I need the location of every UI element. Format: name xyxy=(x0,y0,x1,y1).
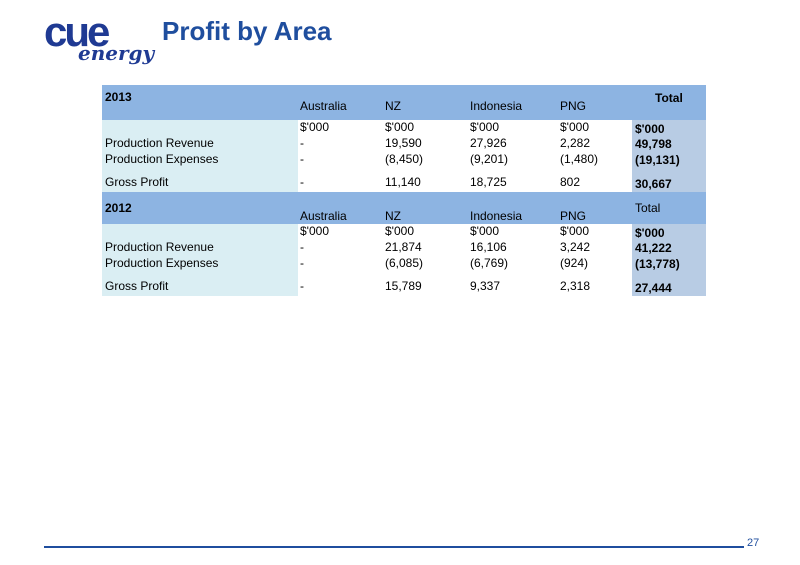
cell-indonesia: 9,337 xyxy=(470,279,501,293)
cell-png: 3,242 xyxy=(560,240,591,254)
table-row: Gross Profit - 15,789 9,337 2,318 27,444 xyxy=(102,278,706,296)
cell-total: 27,444 xyxy=(635,281,672,295)
cell-indonesia: (9,201) xyxy=(470,152,509,166)
cell-png: 2,282 xyxy=(560,136,591,150)
cue-energy-logo: cue energy xyxy=(44,8,154,70)
row-label: Production Revenue xyxy=(105,136,214,150)
cell-total: (13,778) xyxy=(635,257,680,271)
column-header-indonesia: Indonesia xyxy=(470,209,523,223)
table-row: Production Revenue - 21,874 16,106 3,242… xyxy=(102,240,706,256)
logo-subtext: energy xyxy=(78,41,155,65)
table-row: Production Expenses - (8,450) (9,201) (1… xyxy=(102,152,706,174)
unit-nz: $'000 xyxy=(385,224,414,238)
cell-nz: (8,450) xyxy=(385,152,424,166)
cell-australia: - xyxy=(300,136,304,150)
column-header-australia: Australia xyxy=(300,99,347,113)
column-header-png: PNG xyxy=(560,99,587,113)
footer-divider xyxy=(44,546,744,548)
column-header-nz: NZ xyxy=(385,209,401,223)
row-label: Production Expenses xyxy=(105,256,219,270)
page-title: Profit by Area xyxy=(162,16,332,46)
column-header-png: PNG xyxy=(560,209,587,223)
unit-indonesia: $'000 xyxy=(470,120,499,134)
table-row: Production Expenses - (6,085) (6,769) (9… xyxy=(102,256,706,278)
table-row: Production Revenue - 19,590 27,926 2,282… xyxy=(102,136,706,152)
cell-nz: 11,140 xyxy=(385,175,421,189)
cell-total: (19,131) xyxy=(635,153,680,167)
unit-png: $'000 xyxy=(560,120,589,134)
row-label: Production Expenses xyxy=(105,152,219,166)
cell-australia: - xyxy=(300,152,304,166)
unit-nz: $'000 xyxy=(385,120,414,134)
column-header-nz: NZ xyxy=(385,99,401,113)
section-header-2012: 2012 Australia NZ Indonesia PNG Total xyxy=(102,192,706,224)
unit-australia: $'000 xyxy=(300,120,329,134)
cell-nz: 21,874 xyxy=(385,240,422,254)
cell-australia: - xyxy=(300,279,304,293)
cell-indonesia: 18,725 xyxy=(470,175,507,189)
column-header-total: Total xyxy=(655,91,683,105)
row-label: Gross Profit xyxy=(105,279,169,293)
cell-australia: - xyxy=(300,240,304,254)
unit-png: $'000 xyxy=(560,224,589,238)
cell-total: 30,667 xyxy=(635,177,672,191)
column-header-indonesia: Indonesia xyxy=(470,99,523,113)
table-row: Gross Profit - 11,140 18,725 802 30,667 xyxy=(102,174,706,192)
cell-indonesia: 16,106 xyxy=(470,240,507,254)
logo-wordmark: cue xyxy=(44,8,110,55)
section-header-2013: 2013 Australia NZ Indonesia PNG Total xyxy=(102,85,706,120)
units-row: $'000 $'000 $'000 $'000 $'000 xyxy=(102,224,706,240)
cell-australia: - xyxy=(300,256,304,270)
row-label: Production Revenue xyxy=(105,240,214,254)
row-label: Gross Profit xyxy=(105,175,169,189)
profit-table: 2013 Australia NZ Indonesia PNG Total $'… xyxy=(102,85,706,296)
section-year: 2013 xyxy=(105,90,132,104)
cell-nz: 19,590 xyxy=(385,136,422,150)
units-row: $'000 $'000 $'000 $'000 $'000 xyxy=(102,120,706,136)
cell-australia: - xyxy=(300,175,304,189)
unit-total: $'000 xyxy=(635,122,665,136)
cell-indonesia: 27,926 xyxy=(470,136,507,150)
cell-png: (1,480) xyxy=(560,152,599,166)
column-header-australia: Australia xyxy=(300,209,347,223)
cell-total: 41,222 xyxy=(635,241,672,255)
cell-nz: 15,789 xyxy=(385,279,422,293)
page-number: 27 xyxy=(747,537,760,549)
column-header-total: Total xyxy=(635,201,661,215)
cell-png: 802 xyxy=(560,175,581,189)
section-year: 2012 xyxy=(105,201,132,215)
cell-png: (924) xyxy=(560,256,589,270)
unit-indonesia: $'000 xyxy=(470,224,499,238)
unit-total: $'000 xyxy=(635,226,665,240)
cell-indonesia: (6,769) xyxy=(470,256,509,270)
cell-png: 2,318 xyxy=(560,279,591,293)
unit-australia: $'000 xyxy=(300,224,329,238)
cell-total: 49,798 xyxy=(635,137,672,151)
cell-nz: (6,085) xyxy=(385,256,424,270)
